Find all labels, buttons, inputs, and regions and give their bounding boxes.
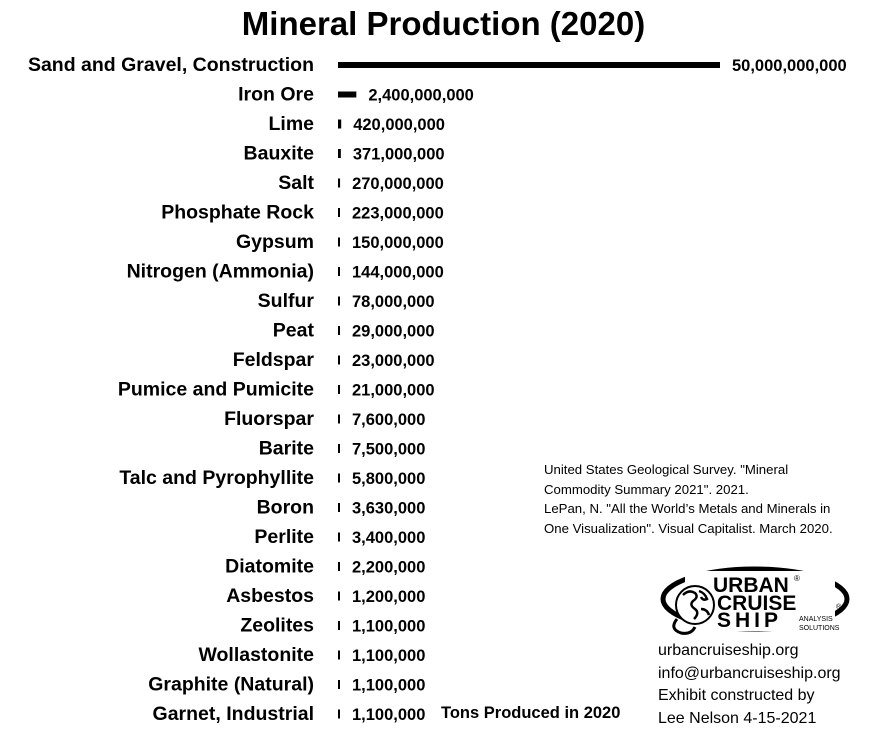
source-line: LePan, N. "All the World’s Metals and Mi… [544, 501, 831, 517]
logo-word: SHIP [717, 609, 782, 632]
category-label: Garnet, Industrial [153, 703, 314, 725]
value-label: 1,100,000 [352, 618, 425, 636]
category-label: Wollastonite [198, 644, 314, 666]
bar [338, 562, 340, 571]
bar [338, 650, 340, 660]
credit-line: Lee Nelson 4-15-2021 [658, 709, 817, 727]
value-label: 7,600,000 [352, 411, 425, 429]
category-label: Sulfur [258, 290, 315, 312]
logo-word: CRUISE [717, 592, 796, 615]
bar [338, 385, 340, 394]
bar [338, 621, 340, 630]
value-label: 2,200,000 [352, 559, 425, 577]
bar [338, 296, 340, 306]
category-label: Diatomite [225, 556, 314, 578]
category-label: Boron [257, 497, 314, 519]
value-label: 21,000,000 [352, 382, 435, 400]
registered-mark: ® [794, 574, 800, 583]
bar [338, 119, 342, 129]
bar [338, 680, 340, 689]
value-label: 223,000,000 [352, 205, 444, 223]
value-label: 5,800,000 [352, 470, 425, 488]
units-label: Tons Produced in 2020 [441, 704, 621, 722]
sources-note: United States Geological Survey. "Minera… [544, 460, 884, 538]
bar [338, 503, 340, 512]
category-label: Barite [259, 438, 314, 460]
value-label: 1,100,000 [352, 706, 425, 724]
bar [338, 208, 340, 217]
value-label: 3,630,000 [352, 500, 425, 518]
category-label: Fluorspar [224, 408, 314, 430]
value-label: 78,000,000 [352, 293, 435, 311]
website-link[interactable]: urbancruiseship.org [658, 642, 799, 659]
bar [338, 149, 341, 158]
value-label: 2,400,000,000 [368, 87, 474, 105]
value-label: 29,000,000 [352, 323, 435, 341]
value-label: 270,000,000 [352, 175, 444, 193]
bar [338, 473, 340, 483]
logo-tagline: ANALYSIS [799, 616, 833, 623]
source-line: United States Geological Survey. "Minera… [544, 462, 789, 477]
value-label: 150,000,000 [352, 234, 444, 252]
category-label: Pumice and Pumicite [118, 379, 314, 401]
value-label: 1,200,000 [352, 588, 425, 606]
email-link[interactable]: info@urbancruiseship.org [658, 664, 841, 682]
bar [338, 591, 340, 601]
category-label: Graphite (Natural) [148, 674, 314, 696]
category-label: Bauxite [244, 143, 315, 165]
category-label: Talc and Pyrophyllite [119, 467, 314, 489]
category-label: Lime [268, 113, 314, 135]
category-label: Phosphate Rock [161, 202, 314, 224]
bar [338, 355, 340, 365]
source-line: Commodity Summary 2021". 2021. [544, 481, 749, 497]
urban-cruise-ship-logo: URBAN CRUISE SHIP ANALYSIS SOLUTIONS ® ® [660, 566, 850, 635]
value-label: 1,100,000 [352, 677, 425, 695]
bar [338, 444, 340, 453]
chart-title: Mineral Production (2020) [241, 5, 646, 42]
value-label: 371,000,000 [353, 146, 445, 164]
category-label: Salt [278, 172, 314, 194]
bar [338, 62, 720, 68]
bar [338, 267, 340, 276]
category-label: Perlite [254, 526, 314, 548]
category-label: Gypsum [236, 231, 314, 253]
category-label: Feldspar [233, 349, 315, 371]
value-label: 50,000,000,000 [732, 57, 847, 75]
category-label: Peat [273, 320, 315, 342]
bar [338, 326, 340, 335]
category-label: Sand and Gravel, Construction [28, 54, 314, 76]
bar [338, 709, 340, 719]
category-label: Asbestos [226, 585, 314, 607]
category-label: Zeolites [240, 615, 314, 637]
source-line: One Visualization". Visual Capitalist. M… [544, 520, 833, 536]
bar [338, 532, 340, 542]
value-label: 23,000,000 [352, 352, 435, 370]
bar [338, 414, 340, 424]
credits: urbancruiseship.org info@urbancruiseship… [658, 640, 841, 730]
value-label: 3,400,000 [352, 529, 425, 547]
bar [338, 237, 340, 247]
category-label: Nitrogen (Ammonia) [127, 261, 314, 283]
value-label: 420,000,000 [353, 116, 445, 134]
value-label: 7,500,000 [352, 441, 425, 459]
value-label: 144,000,000 [352, 264, 444, 282]
credit-line: Exhibit constructed by [658, 687, 815, 704]
logo-word: URBAN [713, 574, 789, 597]
logo-tagline: SOLUTIONS [799, 625, 840, 632]
registered-mark: ® [836, 603, 842, 611]
bar [338, 91, 357, 98]
category-label: Iron Ore [238, 84, 314, 106]
globe-icon [672, 585, 715, 635]
bar [338, 178, 341, 188]
value-label: 1,100,000 [352, 647, 425, 665]
